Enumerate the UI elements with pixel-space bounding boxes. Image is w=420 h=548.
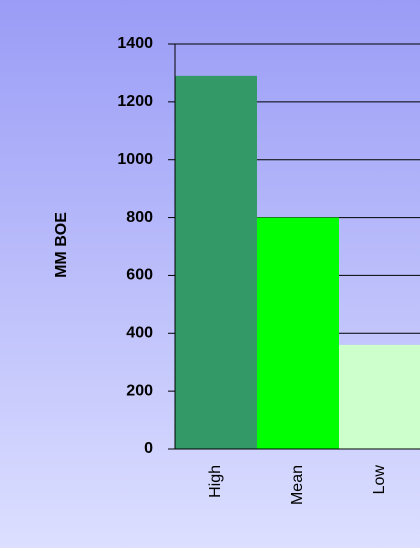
- y-tick-label: 800: [126, 209, 153, 226]
- bar: [257, 217, 339, 449]
- bar: [175, 75, 257, 450]
- y-tick-label: 1000: [117, 151, 153, 168]
- y-tick-label: 1400: [117, 35, 153, 52]
- y-tick-label: 200: [126, 382, 153, 399]
- x-tick-label: Low: [371, 465, 388, 495]
- y-tick-label: 0: [144, 440, 153, 457]
- y-axis-label: MM BOE: [53, 212, 70, 278]
- y-tick-label: 1200: [117, 93, 153, 110]
- y-tick-label: 600: [126, 267, 153, 284]
- y-tick-label: 400: [126, 325, 153, 342]
- x-tick-label: High: [207, 465, 224, 498]
- bar: [339, 344, 420, 449]
- x-tick-label: Mean: [289, 465, 306, 505]
